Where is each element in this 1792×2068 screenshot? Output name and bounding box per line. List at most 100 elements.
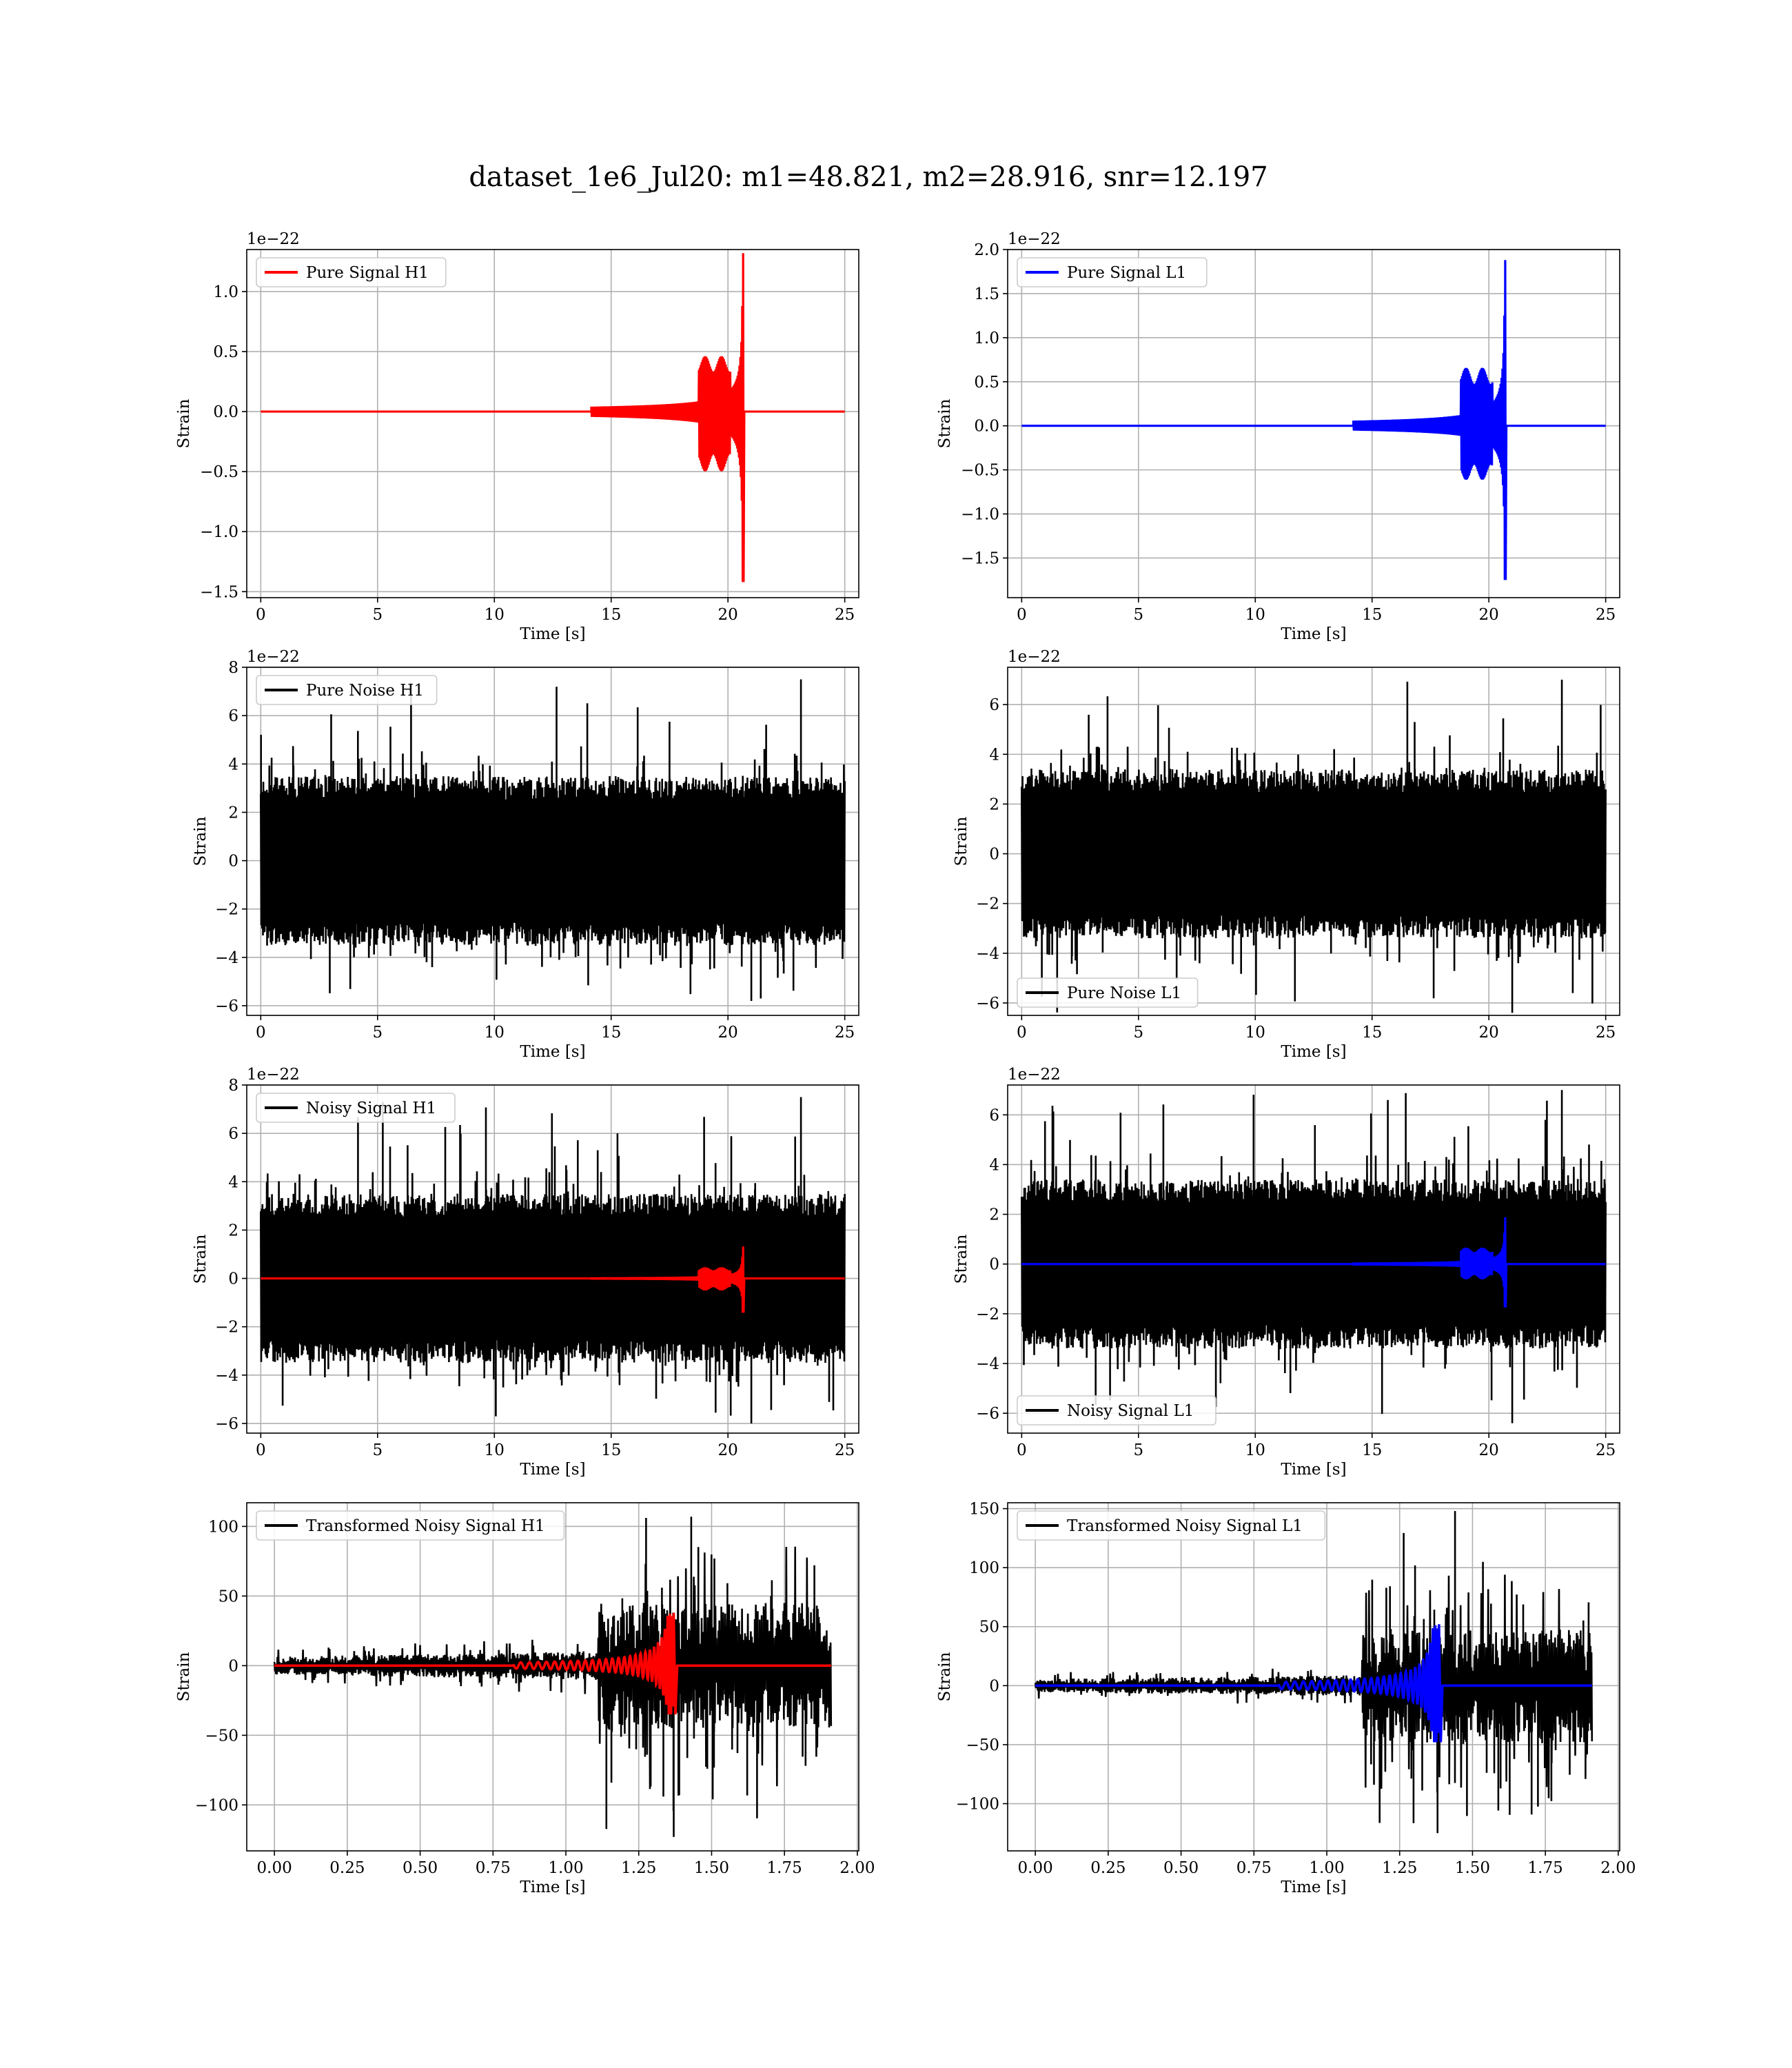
grid [247,250,859,598]
x-tick-label: 0.25 [329,1859,365,1877]
x-tick-label: 5 [1133,606,1143,624]
x-axis-label: Time [s] [1281,1878,1346,1896]
plot-area [1021,260,1606,580]
x-tick-label: 5 [372,1024,383,1042]
y-tick-label: −4 [976,1355,999,1373]
legend-label: Pure Noise H1 [306,682,424,700]
y-axis: 2.0 1.5 1.0 0.5 0.0 −0.5 −1.0 −1.5 [961,241,1008,567]
y-tick-label: 8 [228,659,238,677]
x-tick-label: 25 [1596,1441,1616,1459]
x-tick-label: 1.25 [621,1859,656,1877]
x-tick-label: 25 [1596,1024,1616,1042]
x-tick-label: 10 [1245,606,1265,624]
y-tick-label: 1.0 [974,330,999,347]
y-axis: 1.0 0.5 0.0 −0.5 −1.0 −1.5 [200,283,247,601]
y-tick-label: −1.5 [200,583,238,601]
x-tick-label: 10 [1245,1024,1265,1042]
legend-label: Pure Signal L1 [1067,264,1186,282]
x-tick-label: 20 [1479,1441,1499,1459]
x-tick-label: 0.50 [1163,1859,1199,1877]
y-axis: 6 4 2 0 −2 −4 −6 [976,696,1008,1013]
y-tick-label: 0.0 [974,418,999,436]
x-tick-label: 0 [1017,1024,1027,1042]
y-tick-label: 0 [989,1677,999,1695]
y-tick-label: 0 [228,1270,238,1288]
y-tick-label: −0.5 [961,462,999,480]
series-line-chirp [1021,260,1606,580]
legend: Pure Signal H1 [256,257,447,287]
y-tick-label: 2 [989,1206,999,1224]
axis-offset-label: 1e−22 [247,648,300,666]
x-tick-label: 20 [718,1441,738,1459]
axis-offset-label: 1e−22 [1008,648,1061,666]
y-axis-label: Strain [936,398,954,448]
grid [1008,249,1620,598]
y-tick-label: −2 [215,901,238,919]
y-tick-label: 0.5 [213,343,238,361]
legend-box [1017,1510,1326,1541]
x-tick-label: 1.00 [1309,1859,1344,1877]
axes-frame [246,249,859,598]
x-tick-label: 1.00 [548,1859,583,1877]
y-tick-label: 4 [989,746,999,764]
y-tick-label: 0 [228,1657,238,1675]
y-axis-label: Strain [953,1234,970,1284]
y-tick-label: 6 [228,1125,238,1143]
legend: Noisy Signal H1 [256,1093,456,1123]
y-tick-label: 4 [989,1156,999,1174]
y-tick-label: −6 [976,995,999,1013]
plot-area [1034,1511,1594,1834]
y-tick-label: 2 [228,1221,238,1239]
y-tick-label: 0 [989,846,999,864]
x-tick-label: 25 [1596,606,1616,624]
x-tick-label: 15 [1362,1441,1382,1459]
x-tick-label: 15 [601,1441,621,1459]
legend-box [256,675,438,705]
x-tick-label: 20 [718,606,738,624]
y-axis: 8 6 4 2 0 −2 −4 −6 [215,659,247,1015]
plot-area [1021,1090,1607,1423]
y-tick-label: 4 [228,756,238,773]
x-axis-label: Time [s] [1281,625,1346,643]
x-tick-label: 1.25 [1382,1859,1417,1877]
series-line-noise [260,1097,846,1423]
legend-box [1017,257,1208,287]
y-tick-label: −4 [976,945,999,963]
y-tick-label: −6 [976,1405,999,1423]
y-tick-label: 150 [969,1501,999,1519]
axes-frame [1007,1084,1620,1434]
y-axis-label: Strain [192,1234,210,1284]
x-tick-label: 20 [718,1024,738,1042]
x-tick-label: 15 [601,1024,621,1042]
x-tick-label: 5 [1133,1441,1143,1459]
y-tick-label: 2 [228,804,238,822]
legend-label: Transformed Noisy Signal L1 [1067,1517,1303,1535]
y-tick-label: −1.5 [961,549,999,567]
y-tick-label: 100 [969,1559,999,1577]
legend-label: Pure Noise L1 [1067,984,1181,1002]
x-tick-label: 0.75 [476,1859,511,1877]
plot-area [273,1517,833,1837]
y-tick-label: −2 [976,895,999,913]
x-axis-label: Time [s] [520,1043,585,1061]
y-tick-label: 6 [989,1106,999,1124]
y-tick-label: −100 [956,1796,999,1814]
legend-label: Noisy Signal L1 [1067,1402,1194,1420]
legend-box [1017,1395,1216,1426]
x-tick-label: 0 [1017,1441,1027,1459]
y-tick-label: −1.0 [200,523,238,541]
series-line-transformed-chirp [1035,1624,1592,1743]
x-tick-label: 15 [1362,1024,1382,1042]
x-tick-label: 25 [835,1024,855,1042]
x-tick-label: 0.00 [257,1859,292,1877]
x-tick-label: 2.00 [839,1859,875,1877]
x-axis-label: Time [s] [520,1461,585,1479]
y-tick-label: 4 [228,1173,238,1191]
series-line-transformed-chirp [274,1612,831,1715]
y-tick-label: 0.5 [974,374,999,392]
x-axis: 0 5 10 15 20 25 [1017,1015,1616,1042]
